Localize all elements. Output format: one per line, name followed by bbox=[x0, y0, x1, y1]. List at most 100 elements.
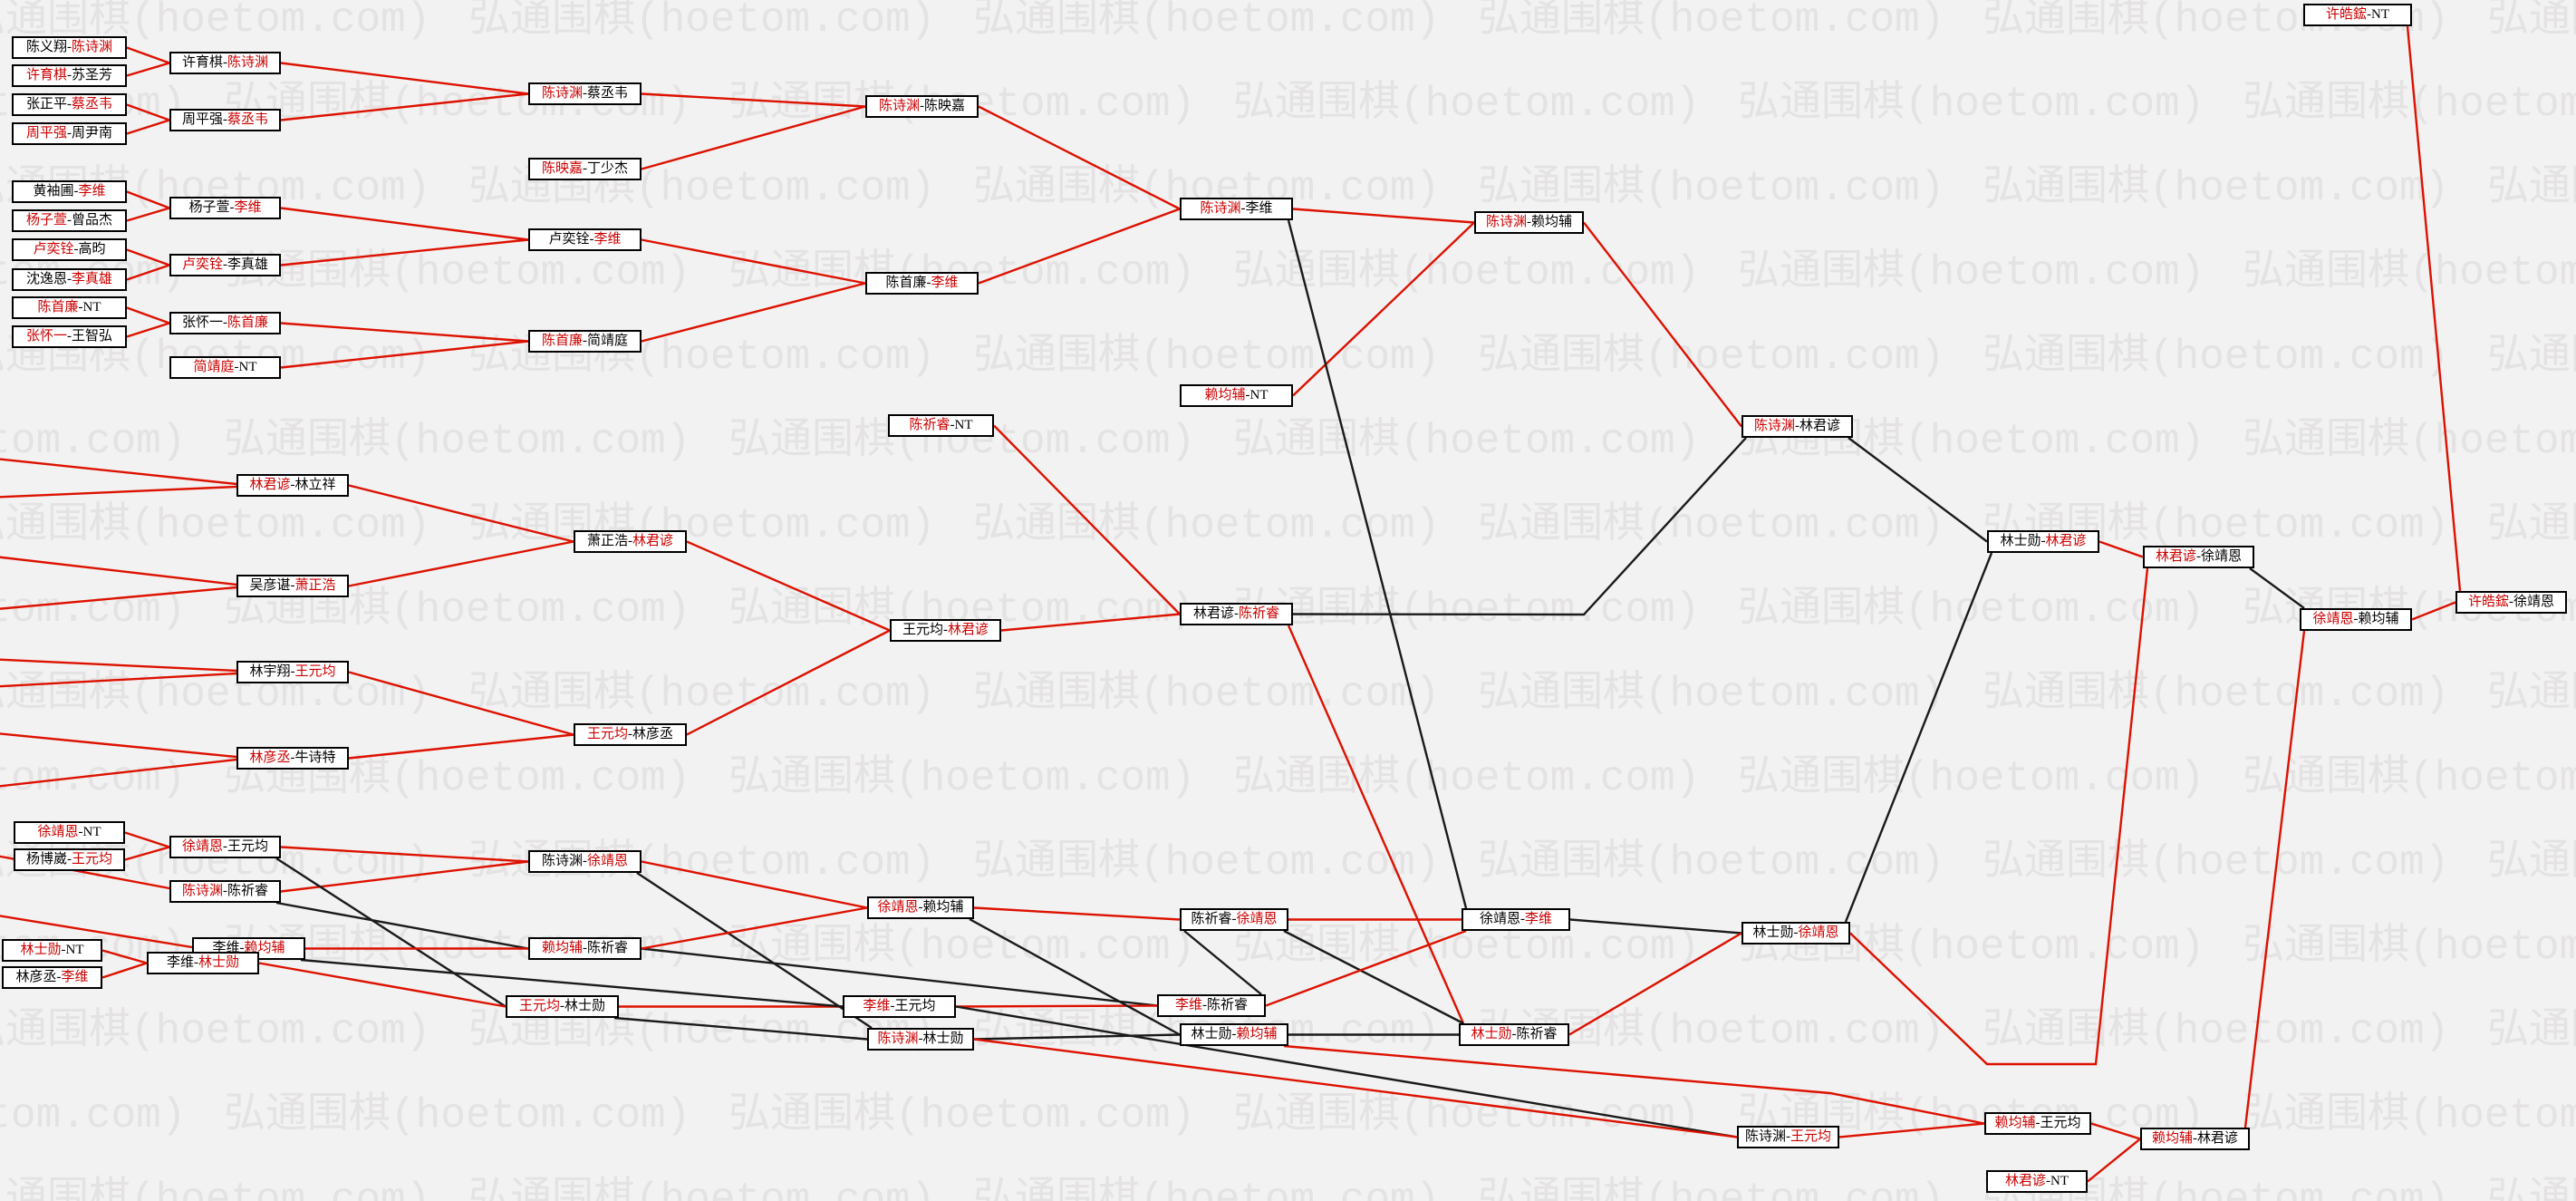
player-name-right: 林士勋 bbox=[922, 1032, 964, 1046]
match-node-n45: 林士勋 - NT bbox=[2, 939, 102, 962]
match-node-n34: 林君谚 - 陈祈睿 bbox=[1180, 603, 1293, 625]
player-separator: - bbox=[890, 999, 895, 1013]
player-name-left: 林彦丞 bbox=[15, 970, 57, 984]
player-separator: - bbox=[78, 300, 83, 315]
player-separator: - bbox=[1240, 201, 1246, 216]
winner-advance-line bbox=[348, 671, 574, 736]
player-name-right: 陈祈睿 bbox=[587, 941, 629, 955]
winner-advance-line bbox=[1283, 1044, 1985, 1125]
winner-advance-line bbox=[641, 860, 868, 909]
player-name-right: 李真雄 bbox=[72, 272, 113, 286]
winner-advance-line bbox=[955, 1004, 1158, 1008]
loser-drop-line bbox=[969, 917, 1181, 1036]
player-separator: - bbox=[239, 941, 245, 955]
player-name-left: 林士勋 bbox=[20, 943, 62, 957]
loser-drop-line bbox=[973, 1033, 1181, 1041]
player-name-left: 徐靖恩 bbox=[2312, 612, 2354, 626]
match-node-n41: 徐靖恩 - NT bbox=[14, 821, 125, 844]
player-name-left: 陈义翔 bbox=[25, 40, 67, 54]
winner-advance-line bbox=[1583, 221, 1742, 428]
player-name-right: 李维 bbox=[61, 970, 89, 984]
player-name-right: 高昀 bbox=[78, 242, 106, 257]
player-name-left: 卢奕铨 bbox=[548, 232, 590, 247]
match-node-n44: 陈诗渊 - 陈祈睿 bbox=[169, 880, 281, 903]
player-name-left: 张正平 bbox=[25, 97, 67, 111]
player-name-left: 陈诗渊 bbox=[1200, 201, 1241, 216]
player-separator: - bbox=[78, 825, 83, 839]
winner-advance-line bbox=[0, 556, 237, 586]
winner-advance-line bbox=[978, 105, 1181, 210]
player-name-left: 陈首廉 bbox=[541, 334, 583, 348]
player-name-right: 赖均辅 bbox=[1236, 1027, 1278, 1041]
player-separator: - bbox=[2367, 7, 2371, 22]
winner-advance-line bbox=[126, 119, 170, 135]
loser-drop-line bbox=[1283, 929, 1464, 1025]
match-node-n21: 陈诗渊 - 陈映嘉 bbox=[865, 95, 979, 118]
player-name-left: 林士勋 bbox=[2000, 534, 2041, 548]
player-name-left: 陈祈睿 bbox=[909, 418, 950, 432]
player-name-left: 陈首廉 bbox=[37, 300, 79, 315]
player-name-left: 许育棋 bbox=[181, 55, 223, 70]
player-separator: - bbox=[290, 664, 295, 679]
match-node-n43: 徐靖恩 - 王元均 bbox=[169, 836, 281, 858]
winner-advance-line bbox=[126, 207, 170, 222]
player-name-left: 许育棋 bbox=[25, 68, 67, 82]
match-node-n48: 李维 - 林士勋 bbox=[147, 952, 259, 974]
player-separator: - bbox=[583, 334, 587, 348]
match-node-n61: 陈诗渊 - 王元均 bbox=[1737, 1126, 1839, 1148]
winner-advance-line bbox=[1287, 625, 1465, 1024]
player-name-right: 陈首廉 bbox=[227, 315, 269, 330]
player-name-left: 徐靖恩 bbox=[181, 839, 223, 854]
player-name-right: 简靖庭 bbox=[587, 334, 629, 348]
match-node-n5: 许育棋 - 陈诗渊 bbox=[169, 52, 281, 74]
winner-advance-line bbox=[641, 238, 866, 285]
player-separator: - bbox=[223, 257, 227, 272]
player-separator: - bbox=[1231, 1027, 1237, 1041]
player-name-right: NT bbox=[954, 418, 973, 432]
winner-advance-line bbox=[258, 962, 507, 1008]
player-name-left: 张怀一 bbox=[25, 329, 67, 344]
winner-advance-line bbox=[280, 62, 529, 95]
match-node-n59: 林士勋 - 陈祈睿 bbox=[1459, 1023, 1569, 1046]
match-node-n33: 林彦丞 - 牛诗特 bbox=[236, 747, 349, 770]
player-name-left: 陈诗渊 bbox=[1485, 215, 1527, 229]
loser-drop-line bbox=[275, 901, 529, 950]
player-separator: - bbox=[67, 126, 72, 140]
winner-advance-line bbox=[348, 733, 574, 760]
player-name-right: 林君谚 bbox=[948, 623, 989, 637]
player-name-left: 陈诗渊 bbox=[877, 1032, 919, 1046]
winner-advance-line bbox=[0, 758, 237, 788]
winner-advance-line bbox=[641, 906, 868, 950]
player-name-left: 王元均 bbox=[902, 623, 943, 637]
match-node-n4: 周平强 - 周尹南 bbox=[12, 122, 127, 145]
winner-advance-line bbox=[126, 248, 170, 266]
match-node-n11: 陈首廉 - NT bbox=[12, 296, 127, 319]
player-name-left: 陈诗渊 bbox=[541, 86, 583, 101]
match-node-n29: 吴彦谌 - 萧正浩 bbox=[236, 575, 349, 597]
player-name-right: 牛诗特 bbox=[294, 751, 336, 765]
player-name-right: 林彦丞 bbox=[632, 727, 674, 741]
winner-advance-line bbox=[2406, 25, 2462, 592]
match-node-n8: 杨子萱 - 曾品杰 bbox=[12, 209, 127, 232]
player-name-left: 林士勋 bbox=[1752, 925, 1794, 940]
player-name-right: 赖均辅 bbox=[1531, 215, 1573, 229]
player-name-right: 蔡丞韦 bbox=[72, 97, 113, 111]
player-name-left: 林君谚 bbox=[249, 478, 291, 492]
player-name-right: 王元均 bbox=[1790, 1129, 1832, 1144]
player-separator: - bbox=[1245, 388, 1250, 402]
player-name-left: 李维 bbox=[166, 955, 194, 970]
match-node-n23: 陈诗渊 - 李维 bbox=[1180, 198, 1293, 220]
loser-drop-line bbox=[955, 1005, 1738, 1138]
match-node-n49: 陈诗渊 - 徐靖恩 bbox=[528, 850, 642, 873]
match-node-n58: 林士勋 - 赖均辅 bbox=[1180, 1023, 1288, 1046]
match-node-n14: 卢奕铨 - 李真雄 bbox=[169, 254, 281, 276]
player-separator: - bbox=[290, 751, 295, 765]
player-name-right: 李真雄 bbox=[227, 257, 269, 272]
loser-drop-line bbox=[1844, 552, 1993, 923]
player-name-left: 徐靖恩 bbox=[877, 900, 919, 915]
winner-advance-line bbox=[0, 915, 193, 949]
player-separator: - bbox=[950, 418, 955, 432]
player-name-left: 许皓鋐 bbox=[2325, 7, 2367, 22]
player-name-left: 陈祈睿 bbox=[1191, 912, 1232, 926]
player-separator: - bbox=[628, 534, 632, 548]
